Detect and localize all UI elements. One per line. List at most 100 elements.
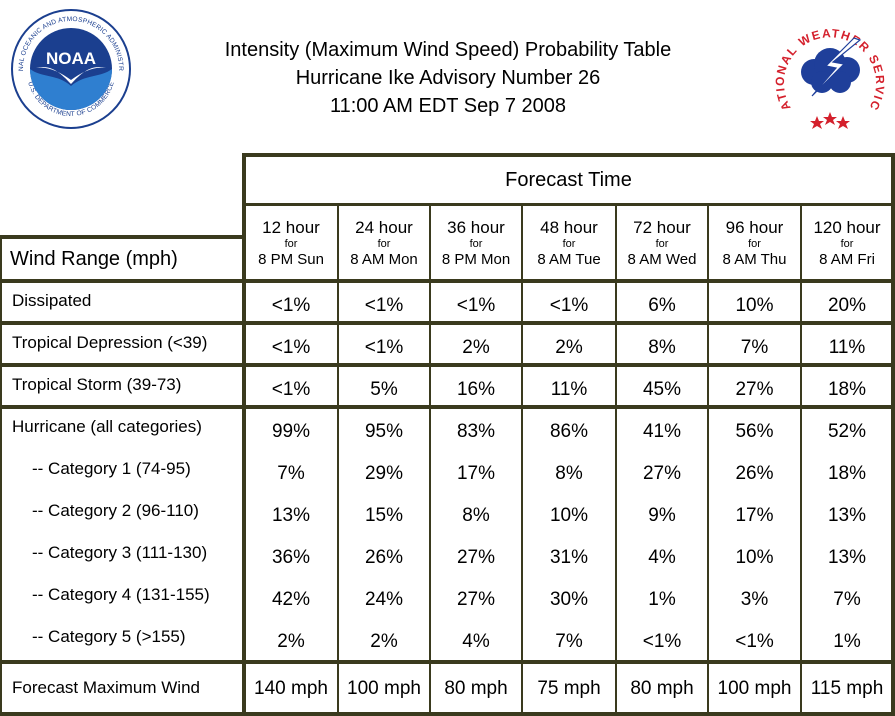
row-label: -- Category 4 (131-155) xyxy=(0,575,244,617)
cell-value: 45% xyxy=(642,379,682,400)
table-cell: 4% xyxy=(430,617,522,662)
cell-value: 17% xyxy=(735,505,774,526)
table-cell: 7% xyxy=(522,617,616,662)
column-time: 8 AM Wed xyxy=(627,251,697,268)
column-time: 8 PM Mon xyxy=(441,251,511,268)
column-for: for xyxy=(284,238,298,250)
row-label-text: -- Category 1 (74-95) xyxy=(32,459,191,478)
page-title: Intensity (Maximum Wind Speed) Probabili… xyxy=(150,36,746,120)
cell-value: 10% xyxy=(735,547,774,568)
row-label: Tropical Depression (<39) xyxy=(0,323,244,365)
cell-value: 17% xyxy=(456,463,496,484)
cell-value: 18% xyxy=(827,463,867,484)
cell-value: 100 mph xyxy=(347,678,421,699)
table-cell: 27% xyxy=(430,575,522,617)
title-line-3: 11:00 AM EDT Sep 7 2008 xyxy=(329,95,567,117)
table-cell: 13% xyxy=(244,491,338,533)
column-header: 48 hour for 8 AM Tue xyxy=(522,205,616,281)
row-label-text: Dissipated xyxy=(12,291,92,310)
wind-range-top-border xyxy=(0,235,246,239)
table-cell: 9% xyxy=(616,491,708,533)
column-divider xyxy=(337,204,339,715)
cell-value: 10% xyxy=(549,505,589,526)
cell-value: <1% xyxy=(364,337,404,358)
table-cell: 15% xyxy=(338,491,430,533)
table-cell: 95% xyxy=(338,407,430,449)
row-label: Tropical Storm (39-73) xyxy=(0,365,244,407)
column-hours: 24 hour xyxy=(355,218,413,237)
cell-value: 13% xyxy=(827,505,867,526)
table-cell: 26% xyxy=(338,533,430,575)
row-label-text: Tropical Storm (39-73) xyxy=(12,375,182,394)
row-label: -- Category 2 (96-110) xyxy=(0,491,244,533)
cell-value: 2% xyxy=(277,631,305,652)
table-cell: 7% xyxy=(708,323,801,365)
cell-value: 27% xyxy=(456,589,496,610)
table-cell: 86% xyxy=(522,407,616,449)
table-cell: <1% xyxy=(244,365,338,407)
cell-value: <1% xyxy=(549,295,589,316)
column-hours: 36 hour xyxy=(447,218,505,237)
column-hours: 96 hour xyxy=(725,218,784,237)
cell-value: <1% xyxy=(456,295,496,316)
column-divider-label xyxy=(242,153,246,714)
cell-value: 29% xyxy=(364,463,404,484)
column-for: for xyxy=(655,238,669,250)
row-label: Dissipated xyxy=(0,281,244,323)
table-cell: 80 mph xyxy=(616,662,708,714)
cell-value: 13% xyxy=(271,505,311,526)
cell-value: 80 mph xyxy=(630,678,694,699)
row-divider xyxy=(0,321,895,325)
table-cell: 13% xyxy=(801,533,893,575)
table-cell: 1% xyxy=(616,575,708,617)
cell-value: <1% xyxy=(271,295,311,316)
row-divider xyxy=(0,660,895,664)
cell-value: 31% xyxy=(549,547,589,568)
wind-range-label: Wind Range (mph) xyxy=(10,248,178,270)
table-cell: 36% xyxy=(244,533,338,575)
table-cell: 24% xyxy=(338,575,430,617)
cell-value: 26% xyxy=(364,547,404,568)
cell-value: 4% xyxy=(462,631,490,652)
column-time: 8 AM Mon xyxy=(350,251,418,268)
row-label: Hurricane (all categories) xyxy=(0,407,244,449)
row-label-text: -- Category 5 (>155) xyxy=(32,627,186,646)
table-cell: 42% xyxy=(244,575,338,617)
forecast-time-divider xyxy=(244,203,893,206)
table-cell: 29% xyxy=(338,449,430,491)
row-label-text: Tropical Depression (<39) xyxy=(12,333,208,352)
cell-value: 20% xyxy=(827,295,867,316)
table-cell: 13% xyxy=(801,491,893,533)
column-time: 8 AM Fri xyxy=(819,251,875,268)
cell-value: 27% xyxy=(642,463,682,484)
table-cell: <1% xyxy=(244,281,338,323)
cell-value: 11% xyxy=(828,337,866,358)
table-cell: 2% xyxy=(522,323,616,365)
title-line-2: Hurricane Ike Advisory Number 26 xyxy=(295,67,601,89)
cell-value: 56% xyxy=(735,421,774,442)
noaa-logo: NATIONAL OCEANIC AND ATMOSPHERIC ADMINIS… xyxy=(10,8,131,129)
column-divider xyxy=(800,204,802,715)
cell-value: 7% xyxy=(555,631,583,652)
cell-value: 5% xyxy=(370,379,398,400)
cell-value: 7% xyxy=(277,463,305,484)
table-cell: 26% xyxy=(708,449,801,491)
cell-value: 1% xyxy=(648,589,676,610)
cell-value: 95% xyxy=(364,421,404,442)
table-cell: 4% xyxy=(616,533,708,575)
table-cell: 11% xyxy=(801,323,893,365)
table-cell: 18% xyxy=(801,365,893,407)
cell-value: 16% xyxy=(456,379,496,400)
forecast-time-header: Forecast Time xyxy=(244,155,893,205)
column-time: 8 PM Sun xyxy=(258,251,324,268)
table-cell: 7% xyxy=(244,449,338,491)
column-divider xyxy=(429,204,431,715)
cell-value: 15% xyxy=(364,505,404,526)
table-cell: 10% xyxy=(708,281,801,323)
noaa-logo-text: NOAA xyxy=(46,49,96,68)
cell-value: 2% xyxy=(370,631,398,652)
column-for: for xyxy=(840,238,854,250)
column-for: for xyxy=(562,238,576,250)
row-label-text: Forecast Maximum Wind xyxy=(12,678,200,697)
